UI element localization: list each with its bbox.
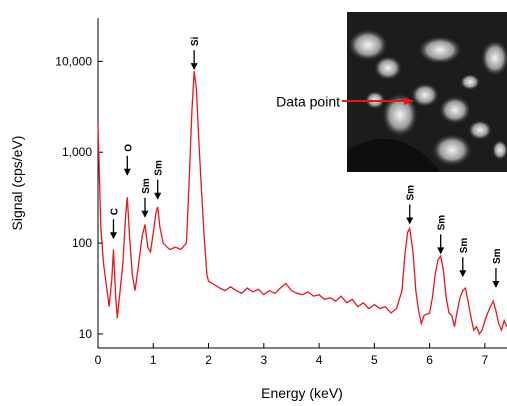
annotation-label: Sm [437,215,448,231]
spectrum-line [97,71,507,336]
inset-label: Data point [276,94,340,110]
y-tick-label: 10,000 [55,54,92,68]
annotation-label: Sm [492,248,503,264]
annotation-arrowhead [190,63,198,71]
annotation-arrowhead [123,168,131,176]
y-tick-label: 10 [79,327,93,341]
x-tick-label: 7 [482,353,489,367]
annotation-label: Sm [406,185,417,201]
annotation-arrowhead [154,192,162,200]
annotation-arrowhead [141,210,149,218]
x-axis-title: Energy (keV) [261,385,343,401]
x-tick-label: 6 [426,353,433,367]
x-tick-label: 3 [260,353,267,367]
inset-pointer-head [404,97,414,105]
y-tick-label: 1,000 [62,145,92,159]
annotation-arrowhead [109,232,117,240]
annotation-arrowhead [492,281,500,289]
annotation-label: Sm [141,178,152,194]
y-axis-title: Signal (cps/eV) [9,136,25,231]
x-tick-label: 5 [371,353,378,367]
particles [348,29,507,166]
annotation-label: C [109,208,120,215]
inset-image: Data point [276,12,507,172]
annotation-arrowhead [459,270,467,278]
x-tick-label: 2 [205,353,212,367]
annotation-label: O [123,144,134,152]
micrograph-shadow [347,139,440,172]
x-tick-label: 0 [95,353,102,367]
y-tick-label: 100 [72,236,92,250]
annotation-arrowhead [406,217,414,225]
annotation-label: Sm [459,238,470,254]
annotation-arrowhead [437,247,445,255]
annotation-label: Si [190,36,201,46]
annotation-label: Sm [154,160,165,176]
x-tick-label: 4 [316,353,323,367]
x-tick-label: 1 [150,353,157,367]
